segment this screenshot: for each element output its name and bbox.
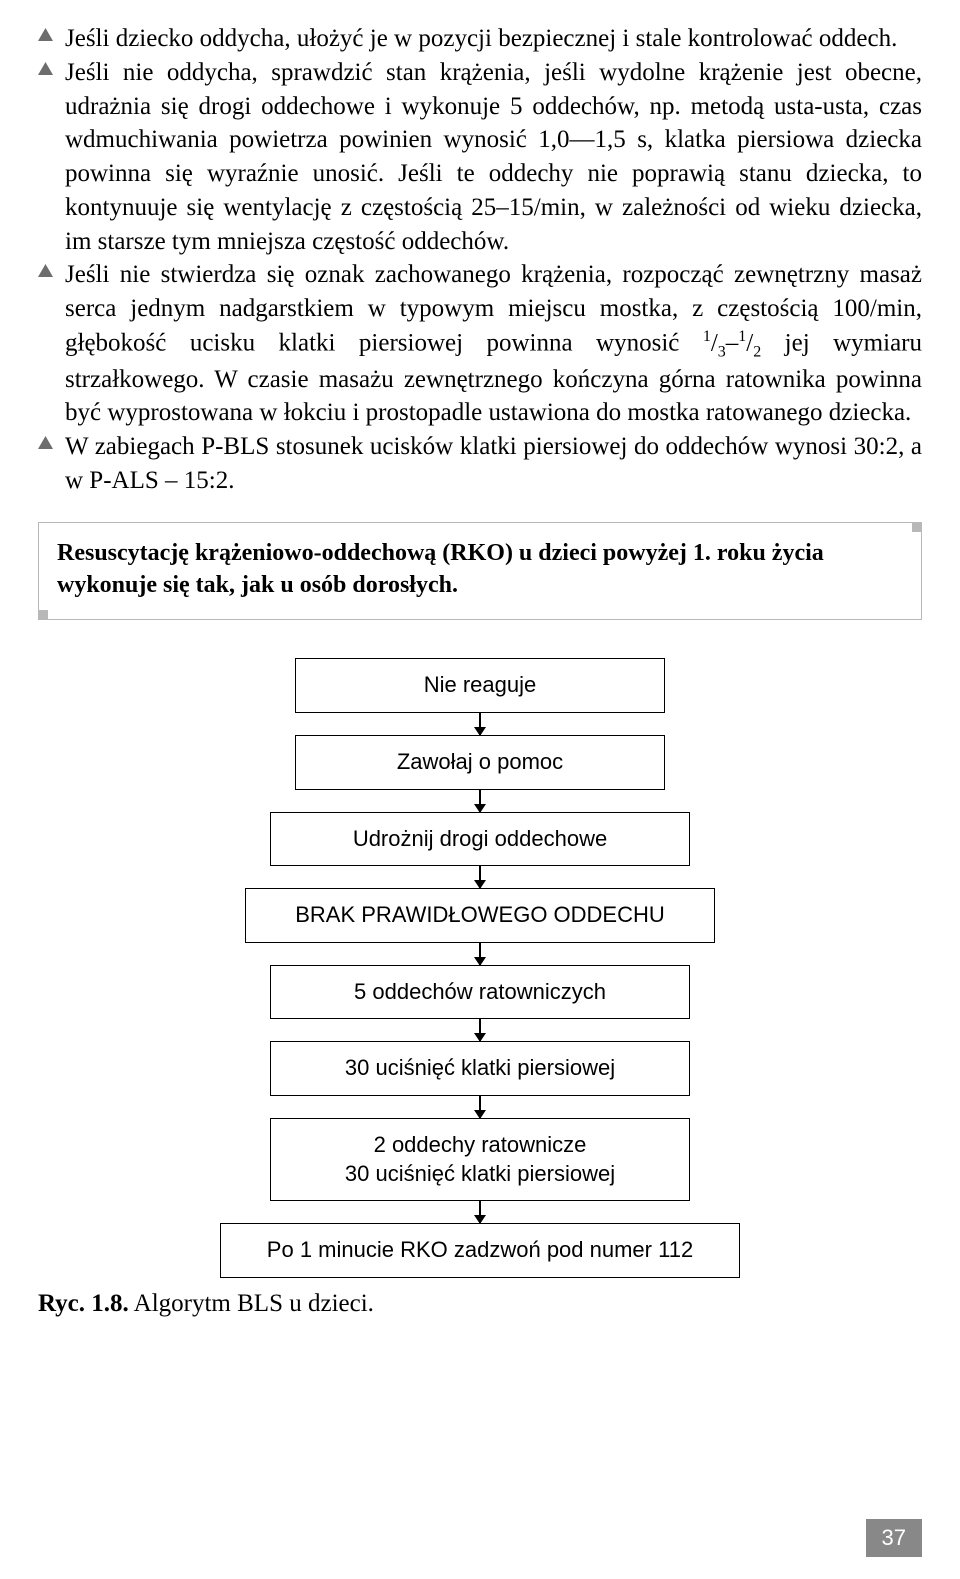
flow-node: Po 1 minucie RKO zadzwoń pod numer 112 (220, 1223, 740, 1278)
page-number: 37 (866, 1519, 922, 1557)
flow-node: Zawołaj o pomoc (295, 735, 665, 790)
bullet-text: Jeśli dziecko oddycha, ułożyć je w pozyc… (65, 22, 922, 56)
flow-node: Udrożnij drogi oddechowe (270, 812, 690, 867)
flowchart: Nie reaguje Zawołaj o pomoc Udrożnij drogi… (38, 658, 922, 1277)
flow-node: Nie reaguje (295, 658, 665, 713)
arrow-down-icon (479, 790, 481, 812)
arrow-down-icon (479, 1019, 481, 1041)
caption-text: Algorytm BLS u dzieci. (129, 1290, 374, 1317)
arrow-down-icon (479, 1096, 481, 1118)
highlight-text: Resuscytację krążeniowo-oddechową (RKO) … (57, 537, 903, 602)
corner-decoration (38, 610, 48, 620)
flow-node: 5 oddechów ratowniczych (270, 965, 690, 1020)
corner-decoration (912, 522, 922, 532)
triangle-up-icon (38, 258, 53, 430)
list-item: Jeśli dziecko oddycha, ułożyć je w pozyc… (38, 22, 922, 56)
fraction-numerator: 1 (703, 328, 711, 345)
fraction-numerator: 1 (738, 328, 746, 345)
flow-node: BRAK PRAWIDŁOWEGO ODDECHU (245, 888, 715, 943)
list-item: Jeśli nie oddycha, sprawdzić stan krążen… (38, 56, 922, 259)
highlight-callout: Resuscytację krążeniowo-oddechową (RKO) … (38, 522, 922, 621)
triangle-up-icon (38, 22, 53, 56)
bullet-text: Jeśli nie stwierdza się oznak zachowaneg… (65, 258, 922, 430)
bullet-list: Jeśli dziecko oddycha, ułożyć je w pozyc… (38, 22, 922, 498)
page-content: Jeśli dziecko oddycha, ułożyć je w pozyc… (0, 0, 960, 1318)
text-segment: – (726, 329, 739, 356)
flow-node: 2 oddechy ratownicze30 uciśnięć klatki p… (270, 1118, 690, 1201)
arrow-down-icon (479, 866, 481, 888)
triangle-up-icon (38, 56, 53, 259)
arrow-down-icon (479, 713, 481, 735)
bullet-text: Jeśli nie oddycha, sprawdzić stan krążen… (65, 56, 922, 259)
triangle-up-icon (38, 430, 53, 498)
arrow-down-icon (479, 943, 481, 965)
arrow-down-icon (479, 1201, 481, 1223)
fraction-denominator: 3 (718, 343, 726, 360)
caption-prefix: Ryc. 1.8. (38, 1290, 129, 1317)
list-item: Jeśli nie stwierdza się oznak zachowaneg… (38, 258, 922, 430)
bullet-text: W zabiegach P-BLS stosunek ucisków klatk… (65, 430, 922, 498)
figure-caption: Ryc. 1.8. Algorytm BLS u dzieci. (38, 1290, 922, 1318)
flow-node: 30 uciśnięć klatki piersiowej (270, 1041, 690, 1096)
list-item: W zabiegach P-BLS stosunek ucisków klatk… (38, 430, 922, 498)
